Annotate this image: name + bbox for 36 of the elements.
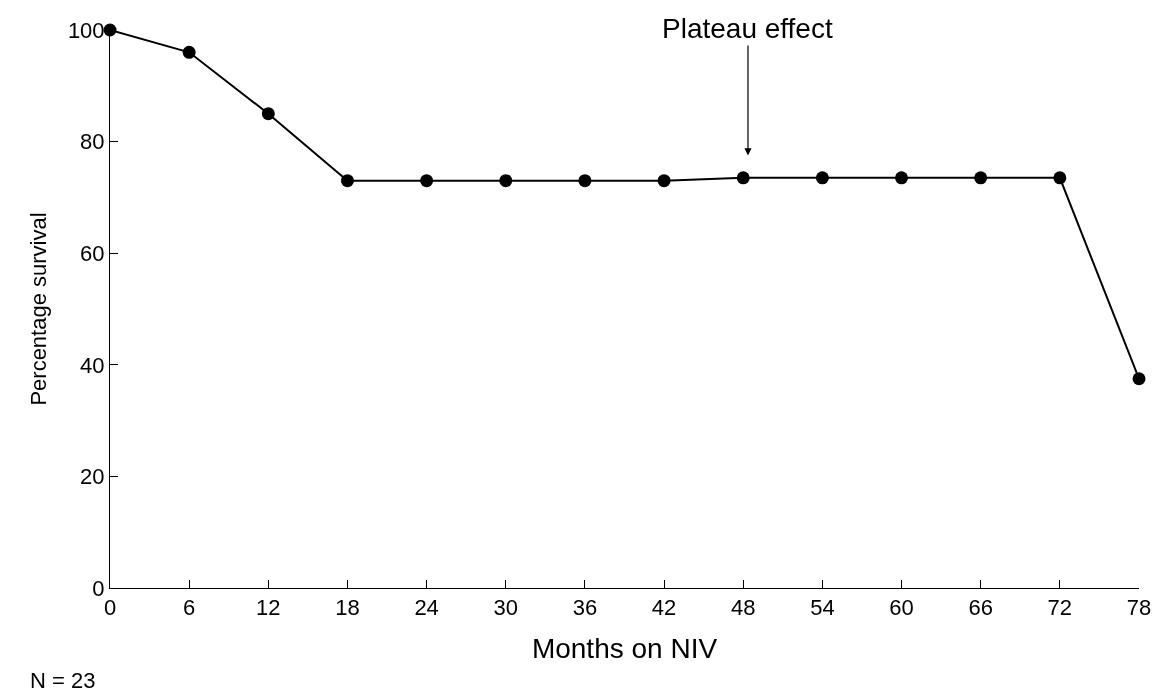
x-axis-title: Months on NIV — [531, 632, 718, 664]
point — [657, 174, 671, 188]
x-tick-label: 24 — [414, 595, 439, 621]
x-tick-label: 30 — [493, 595, 519, 621]
x-tick-label: 6 — [183, 595, 196, 621]
text: N = 23 — [30, 668, 96, 693]
point — [261, 107, 275, 121]
x-tick-label: 72 — [1047, 595, 1073, 621]
x-tick-label: 12 — [256, 595, 281, 621]
x-tick-label: 54 — [810, 595, 835, 621]
x-tick-label: 48 — [730, 595, 756, 621]
y-tick-label: 100 — [67, 17, 105, 43]
y-tick-label: 20 — [80, 464, 105, 490]
x-tick-label: 18 — [335, 595, 360, 621]
x-tick-label: 60 — [889, 595, 914, 621]
point — [499, 174, 513, 188]
x-tick-label: 42 — [651, 595, 677, 621]
point — [736, 171, 750, 185]
point — [974, 171, 988, 185]
y-tick-label: 0 — [92, 575, 105, 601]
point — [578, 174, 592, 188]
point — [340, 174, 354, 188]
y-tick-label: 40 — [80, 352, 105, 378]
x-tick-label: 66 — [968, 595, 993, 621]
point — [895, 171, 909, 185]
point — [420, 174, 434, 188]
y-tick-label: 80 — [80, 129, 105, 155]
y-tick-label: 60 — [80, 240, 105, 266]
x-tick-label: 36 — [572, 595, 598, 621]
y-axis-title: Percentage survival — [25, 212, 51, 406]
point — [1053, 171, 1067, 185]
x-tick-label: 78 — [1126, 595, 1152, 621]
point — [182, 45, 196, 59]
point — [815, 171, 829, 185]
annotation: Plateau effect — [662, 13, 833, 44]
point — [1132, 372, 1146, 386]
